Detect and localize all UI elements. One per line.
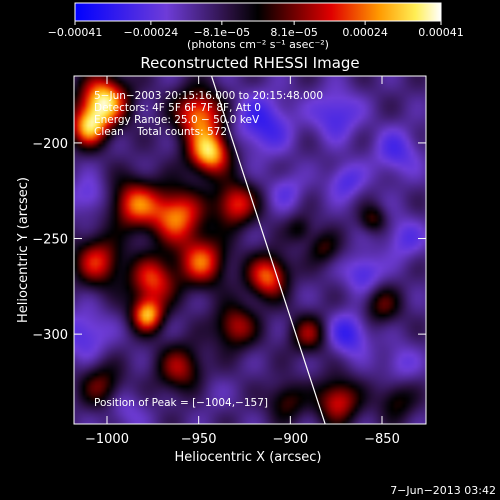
x-tick-label: −950 xyxy=(181,432,217,447)
colorbar-tick-label: −0.00041 xyxy=(48,26,103,39)
colorbar-tick-label: 8.1e−05 xyxy=(270,26,317,39)
annotation-detectors: Detectors: 4F 5F 6F 7F 8F, Att 0 xyxy=(94,102,261,114)
footer-timestamp: 7−Jun−2013 03:42 xyxy=(390,484,496,497)
colorbar-unit-label: (photons cm⁻² s⁻¹ asec⁻²) xyxy=(187,38,329,51)
y-axis-ticks: −200 −250 −300 xyxy=(32,137,426,343)
y-tick-label: −300 xyxy=(32,328,68,343)
y-tick-label: −250 xyxy=(32,233,68,248)
colorbar-tick-label: 0.00024 xyxy=(342,26,388,39)
colorbar xyxy=(74,2,442,22)
annotation-clean-counts: Clean Total counts: 572 xyxy=(94,126,227,138)
colorbar-ticks: −0.00041 −0.00024 −8.1e−05 8.1e−05 0.00024 0.… xyxy=(48,21,464,39)
x-tick-label: −1000 xyxy=(85,432,129,447)
peak-position-label: Position of Peak = [−1004,−157] xyxy=(94,397,268,409)
x-axis-ticks: −1000 −950 −900 −850 xyxy=(85,76,400,447)
heatmap-plot-area xyxy=(74,76,426,424)
annotation-energy-range: Energy Range: 25.0 − 50.0 keV xyxy=(94,114,260,126)
chart-title: Reconstructed RHESSI Image xyxy=(140,54,359,72)
annotation-time-range: 5−Jun−2003 20:15:16.000 to 20:15:48.000 xyxy=(94,90,323,102)
observation-annotations: 5−Jun−2003 20:15:16.000 to 20:15:48.000 … xyxy=(94,90,323,138)
colorbar-tick-label: 0.00041 xyxy=(418,26,464,39)
colorbar-tick-label: −8.1e−05 xyxy=(193,26,250,39)
x-tick-label: −900 xyxy=(272,432,308,447)
x-axis-label: Heliocentric X (arcsec) xyxy=(175,450,322,465)
solar-limb-line xyxy=(210,76,326,424)
heatmap-image xyxy=(74,76,426,424)
colorbar-tick-label: −0.00024 xyxy=(124,26,179,39)
y-tick-label: −200 xyxy=(32,137,68,152)
plot-frame xyxy=(73,75,427,425)
y-axis-label: Heliocentric Y (arcsec) xyxy=(16,177,31,323)
x-tick-label: −850 xyxy=(364,432,400,447)
